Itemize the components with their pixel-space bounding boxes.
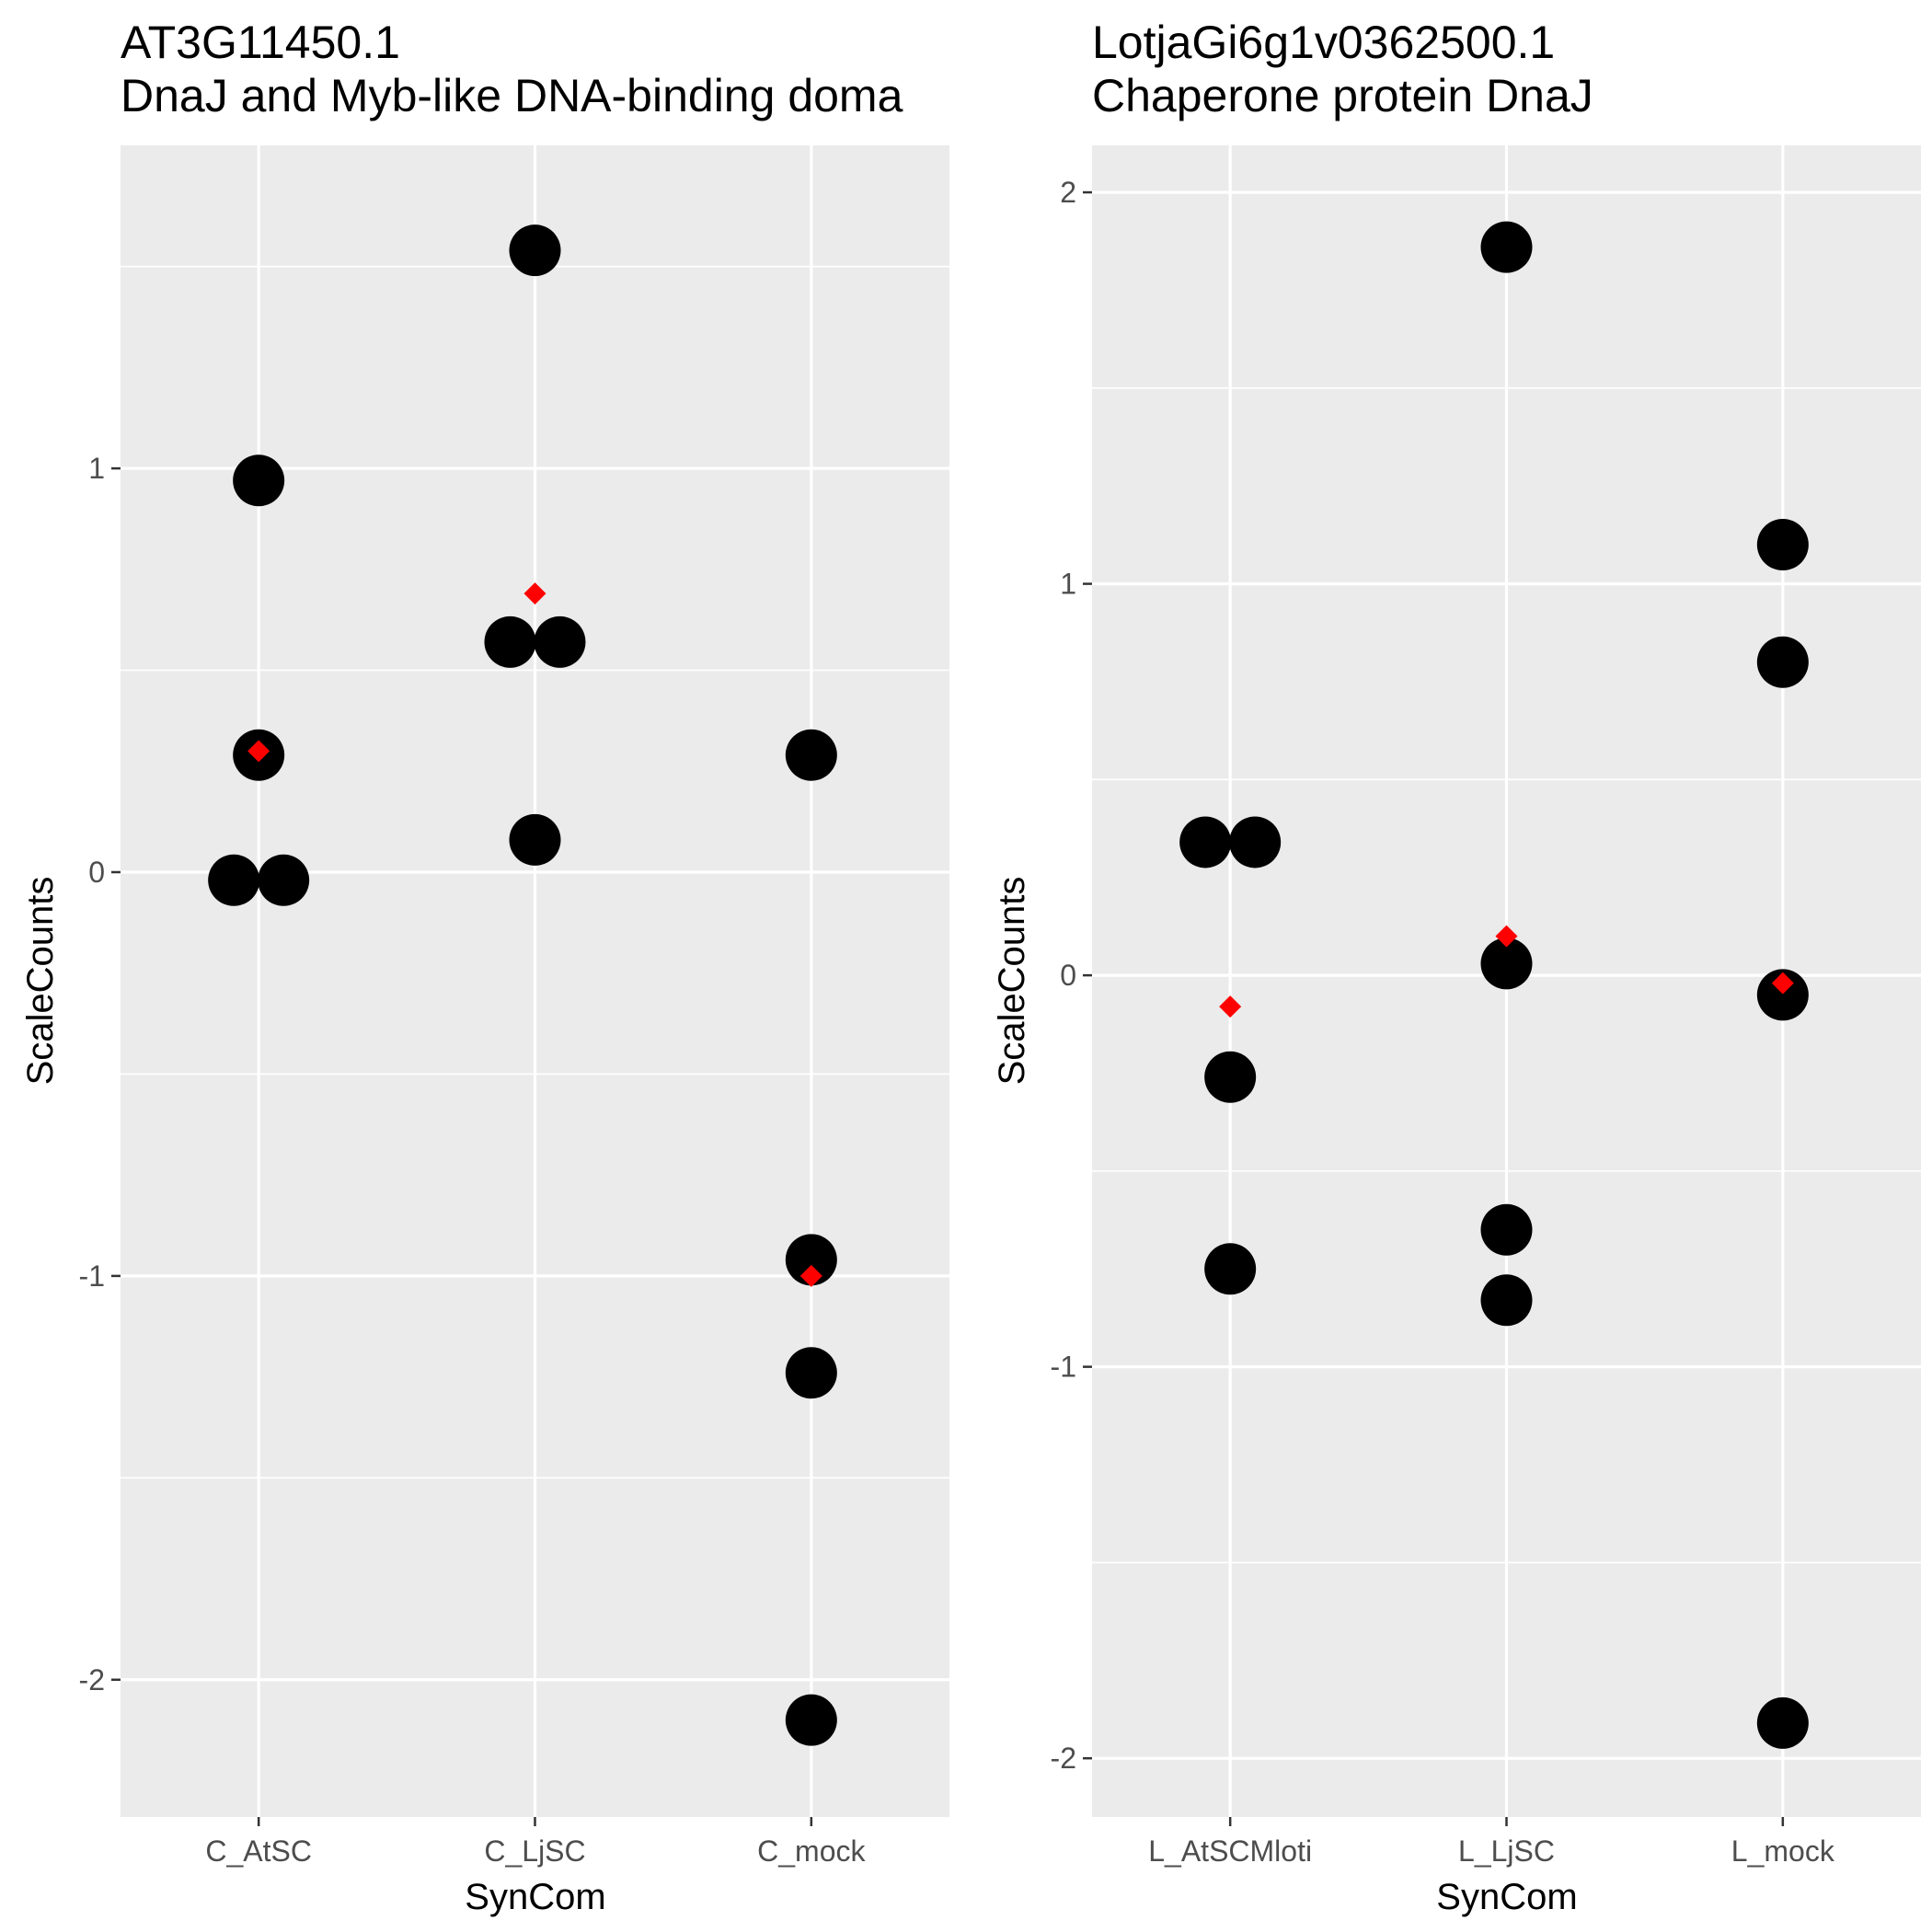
panel-2-mean-marker xyxy=(1495,925,1518,948)
panel-2-x-tick-label: L_AtSCMloti xyxy=(1148,1834,1312,1868)
panel-1-data-point xyxy=(233,454,285,507)
panel-1-data-point xyxy=(509,224,561,277)
panel-2-x-tick-label: L_mock xyxy=(1731,1834,1835,1868)
panel-2-y-tick-label: 0 xyxy=(1060,959,1076,992)
panel-1-data-point xyxy=(509,813,561,866)
panel-1-data-point xyxy=(785,1234,837,1286)
panel-1-y-tick-label: 0 xyxy=(88,856,105,889)
panel-1-data-point xyxy=(534,615,586,668)
panel-2-y-tick-label: -1 xyxy=(1051,1351,1076,1384)
panel-2-data-point xyxy=(1756,519,1809,571)
panel-2-x-axis-title: SynCom xyxy=(1436,1877,1577,1917)
panel-1-x-tick-label: C_mock xyxy=(757,1834,866,1868)
panel-1-mean-marker xyxy=(523,582,546,605)
panel-2-data-point xyxy=(1204,1051,1257,1103)
panel-2-y-tick-label: 1 xyxy=(1060,568,1076,601)
panel-2-data-point xyxy=(1756,969,1809,1021)
panel-1-data-point xyxy=(258,854,310,906)
panel-2-data-point xyxy=(1756,1696,1809,1749)
panel-2: LotjaGi6g1v0362500.1 Chaperone protein D… xyxy=(992,17,1921,1917)
panel-2-y-axis-title: ScaleCounts xyxy=(992,877,1032,1086)
panel-1-mean-marker xyxy=(799,1264,822,1287)
panel-2-mean-marker xyxy=(1219,995,1242,1018)
panel-1-data-point xyxy=(785,729,837,781)
panel-2-data-point xyxy=(1756,636,1809,688)
panel-2-mean-marker xyxy=(1771,972,1794,995)
panel-1-title-line1: AT3G11450.1 xyxy=(121,17,400,68)
panel-2-data-point xyxy=(1480,937,1533,990)
panel-2-data-point xyxy=(1480,1274,1533,1327)
panel-1-y-axis-title: ScaleCounts xyxy=(20,877,61,1086)
panel-1: AT3G11450.1 DnaJ and Myb-like DNA-bindin… xyxy=(20,17,949,1917)
panel-2-title-line1: LotjaGi6g1v0362500.1 xyxy=(1092,17,1555,68)
panel-2-y-tick-label: 2 xyxy=(1060,176,1076,209)
panel-2-x-tick-label: L_LjSC xyxy=(1458,1834,1555,1868)
panel-1-y-tick-label: -1 xyxy=(79,1259,105,1293)
panel-1-title-line2: DnaJ and Myb-like DNA-binding doma xyxy=(121,70,903,121)
panel-1-y-tick-label: 1 xyxy=(88,452,105,485)
panel-1-x-axis-title: SynCom xyxy=(465,1877,605,1917)
panel-1-data-point xyxy=(208,854,260,906)
panel-2-data-point xyxy=(1480,1203,1533,1256)
panel-2-data-point xyxy=(1204,1243,1257,1295)
panel-2-data-point xyxy=(1480,221,1533,273)
panel-1-data-point xyxy=(785,1347,837,1399)
panel-2-data-point xyxy=(1179,816,1232,868)
panel-1-data-point xyxy=(484,615,536,668)
panel-2-y-tick-label: -2 xyxy=(1051,1742,1076,1775)
panel-2-data-point xyxy=(1229,816,1282,868)
panel-2-title-line2: Chaperone protein DnaJ xyxy=(1092,70,1593,121)
panel-1-x-tick-label: C_LjSC xyxy=(484,1834,585,1868)
panel-1-data-point xyxy=(785,1694,837,1746)
panel-1-mean-marker xyxy=(247,740,270,763)
panel-1-y-tick-label: -2 xyxy=(79,1663,105,1696)
panel-1-x-tick-label: C_AtSC xyxy=(205,1834,312,1868)
